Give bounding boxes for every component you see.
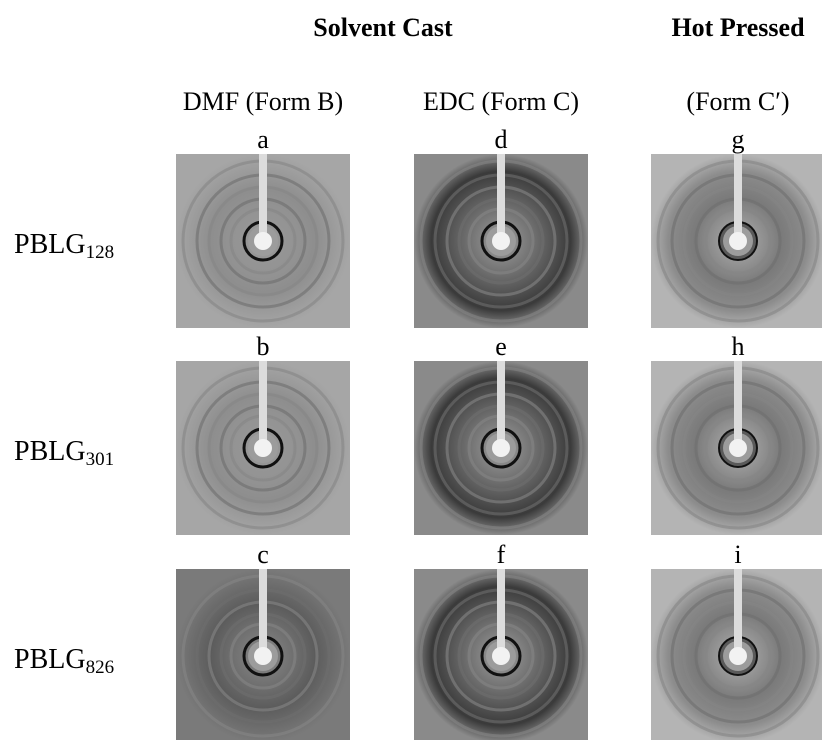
diffraction-pattern <box>176 154 350 328</box>
center-spot <box>254 439 272 457</box>
center-spot <box>729 647 747 665</box>
beam-stop <box>497 569 505 656</box>
panel-letter: f <box>497 540 506 569</box>
center-spot <box>729 439 747 457</box>
row-label: PBLG128 <box>14 229 114 263</box>
diffraction-pattern <box>176 361 350 535</box>
panel-letter: b <box>257 332 270 361</box>
figure: Solvent Cast Hot Pressed DMF (Form B) EDC… <box>0 0 822 740</box>
panel-letter: c <box>257 540 269 569</box>
center-spot <box>492 232 510 250</box>
center-spot <box>254 647 272 665</box>
diffraction-pattern <box>651 154 822 328</box>
column-label: DMF (Form B) <box>183 87 343 116</box>
diffraction-pattern <box>414 569 588 740</box>
panel-letter: d <box>495 125 508 154</box>
beam-stop <box>259 361 267 448</box>
beam-stop <box>497 361 505 448</box>
diffraction-pattern <box>651 569 822 740</box>
row-label-base: PBLG <box>14 436 86 467</box>
row-label-subscript: 301 <box>86 449 115 470</box>
diffraction-pattern <box>176 569 350 740</box>
panel-letter: e <box>495 332 507 361</box>
center-spot <box>729 232 747 250</box>
column-label: (Form C′) <box>686 87 789 116</box>
center-spot <box>254 232 272 250</box>
beam-stop <box>259 154 267 241</box>
panel-letter: h <box>732 332 745 361</box>
beam-stop <box>497 154 505 241</box>
row-label-base: PBLG <box>14 644 86 675</box>
beam-stop <box>734 154 742 241</box>
diffraction-pattern <box>414 361 588 535</box>
panel-letter: g <box>732 125 745 154</box>
center-spot <box>492 647 510 665</box>
beam-stop <box>259 569 267 656</box>
center-spot <box>492 439 510 457</box>
header: Solvent Cast <box>313 13 453 42</box>
panel-letter: i <box>734 540 741 569</box>
row-label-base: PBLG <box>14 229 86 260</box>
row-label: PBLG301 <box>14 436 114 470</box>
row-label-subscript: 128 <box>86 242 115 263</box>
beam-stop <box>734 569 742 656</box>
row-label-subscript: 826 <box>86 657 115 678</box>
beam-stop <box>734 361 742 448</box>
row-label: PBLG826 <box>14 644 114 678</box>
panel-letter: a <box>257 125 269 154</box>
column-label: EDC (Form C) <box>423 87 579 116</box>
diffraction-pattern <box>414 154 588 328</box>
diffraction-pattern <box>651 361 822 535</box>
header: Hot Pressed <box>671 13 805 42</box>
